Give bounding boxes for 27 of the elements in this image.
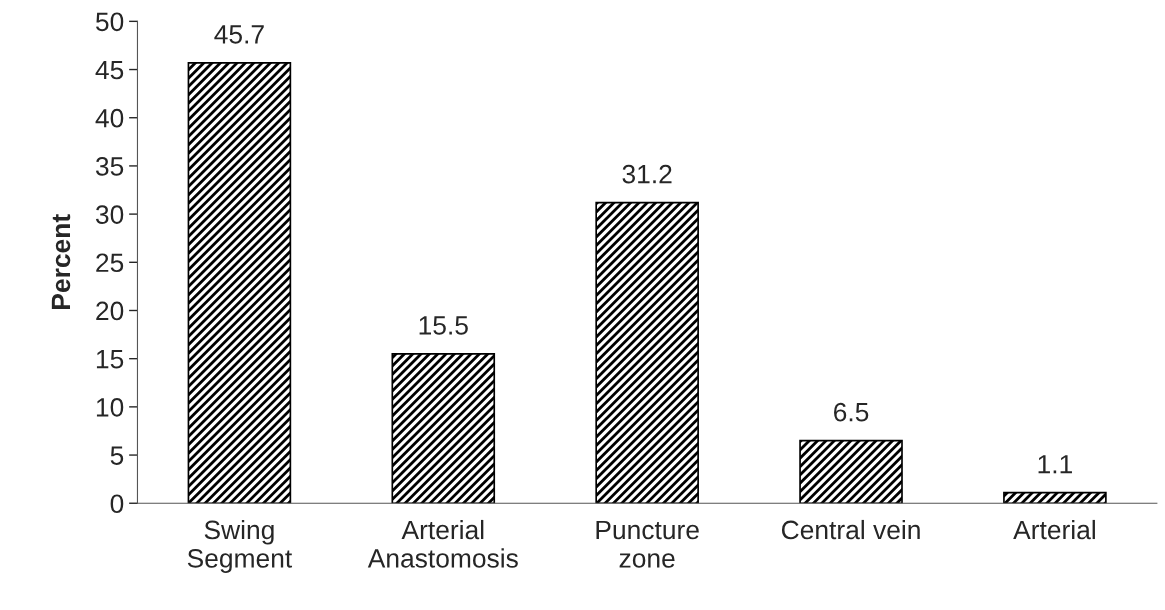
data-label: 1.1 <box>1038 455 1072 474</box>
y-tick-label: 15 <box>96 350 124 369</box>
y-tick-label: 50 <box>95 12 124 32</box>
x-tick-label: Central vein <box>781 519 920 540</box>
x-tick-label: Arterial Anastomosis <box>367 519 518 568</box>
y-tick-label: 5 <box>110 446 124 465</box>
x-tick-label: Arterial <box>1013 519 1095 540</box>
y-tick-label: 25 <box>96 253 124 273</box>
bar <box>799 439 903 504</box>
y-tick-label: 20 <box>96 301 124 321</box>
x-tick-label: Swing Segment <box>187 519 293 573</box>
bar <box>391 353 496 504</box>
data-label: 15.5 <box>419 316 468 335</box>
y-tick-label: 0 <box>110 494 124 514</box>
data-label: 31.2 <box>622 164 672 184</box>
bar <box>595 201 699 504</box>
data-label: 45.7 <box>214 25 264 44</box>
y-axis-title: Percent <box>51 214 71 309</box>
y-tick-label: 35 <box>95 157 124 176</box>
y-tick-label: 30 <box>95 205 124 224</box>
y-tick-label: 40 <box>95 108 124 128</box>
x-tick-label: Puncture zone <box>596 520 699 568</box>
y-tick-label: 45 <box>95 60 124 80</box>
bar <box>187 61 292 504</box>
y-tick-label: 10 <box>96 398 124 417</box>
bar <box>1003 491 1107 504</box>
data-label: 6.5 <box>834 402 869 422</box>
